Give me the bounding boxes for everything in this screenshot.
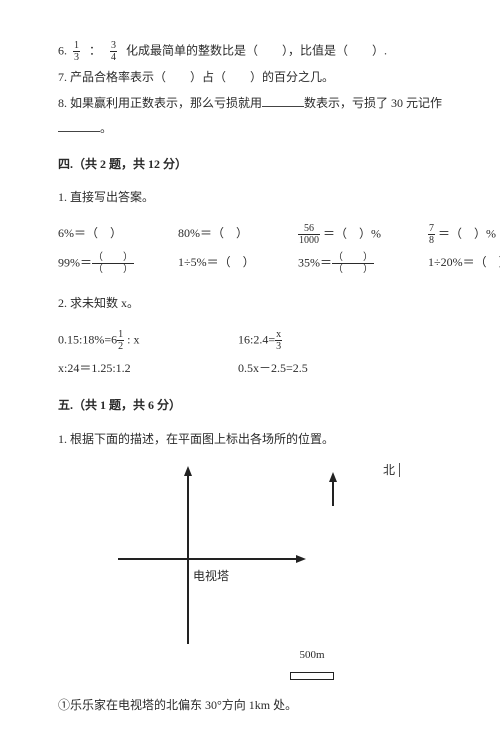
eq4: 0.5x－2.5=2.5 (238, 358, 308, 380)
bottom-text: ①乐乐家在电视塔的北偏东 30°方向 1km 处。 (58, 695, 440, 717)
eq1: 0.15:18%=612 : x (58, 329, 208, 352)
blank-2 (58, 120, 100, 132)
q8-b: 数表示，亏损了 30 元记作 (304, 96, 442, 110)
q6-prefix: 6. (58, 43, 67, 57)
tv-label: 电视塔 (193, 566, 229, 588)
r2c3: 35%＝（ ）（ ） (298, 252, 398, 275)
blank-1 (262, 95, 304, 107)
q8-a: 8. 如果赢利用正数表示，那么亏损就用 (58, 96, 262, 110)
q6-text: 化成最简单的整数比是（ ），比值是（ ）. (126, 43, 387, 57)
r2c1: 99%＝（ ）（ ） (58, 252, 148, 275)
eq3: x:24＝1.25:1.2 (58, 358, 208, 380)
s4-q2: 2. 求未知数 x。 (58, 293, 440, 315)
q8-c: 。 (100, 121, 112, 135)
q6-colon: ： (89, 43, 101, 57)
r1c2: 80%＝（ ） (178, 223, 268, 246)
r1c1: 6%＝（ ） (58, 223, 148, 246)
diagram: 北 电视塔 500m (118, 464, 440, 669)
q6-frac2: 34 (110, 40, 117, 63)
r1c3: 561000 ＝（ ）% (298, 223, 398, 246)
s4-q1: 1. 直接写出答案。 (58, 187, 440, 209)
scale-bar: 500m (290, 644, 334, 687)
north-label: 北 (383, 460, 400, 482)
q7-text: 7. 产品合格率表示（ ）占（ ）的百分之几。 (58, 67, 440, 89)
s5-q1: 1. 根据下面的描述，在平面图上标出各场所的位置。 (58, 429, 440, 451)
r2c4: 1÷20%＝（ ） (428, 252, 500, 275)
section-5-title: 五.（共 1 题，共 6 分） (58, 395, 440, 417)
eq2: 16:2.4=x3 (238, 329, 282, 352)
r1c4: 78 ＝（ ）% (428, 223, 496, 246)
q6-frac1: 13 (73, 40, 80, 63)
axes-svg (118, 464, 368, 664)
r2c2: 1÷5%＝（ ） (178, 252, 268, 275)
section-4-title: 四.（共 2 题，共 12 分） (58, 154, 440, 176)
